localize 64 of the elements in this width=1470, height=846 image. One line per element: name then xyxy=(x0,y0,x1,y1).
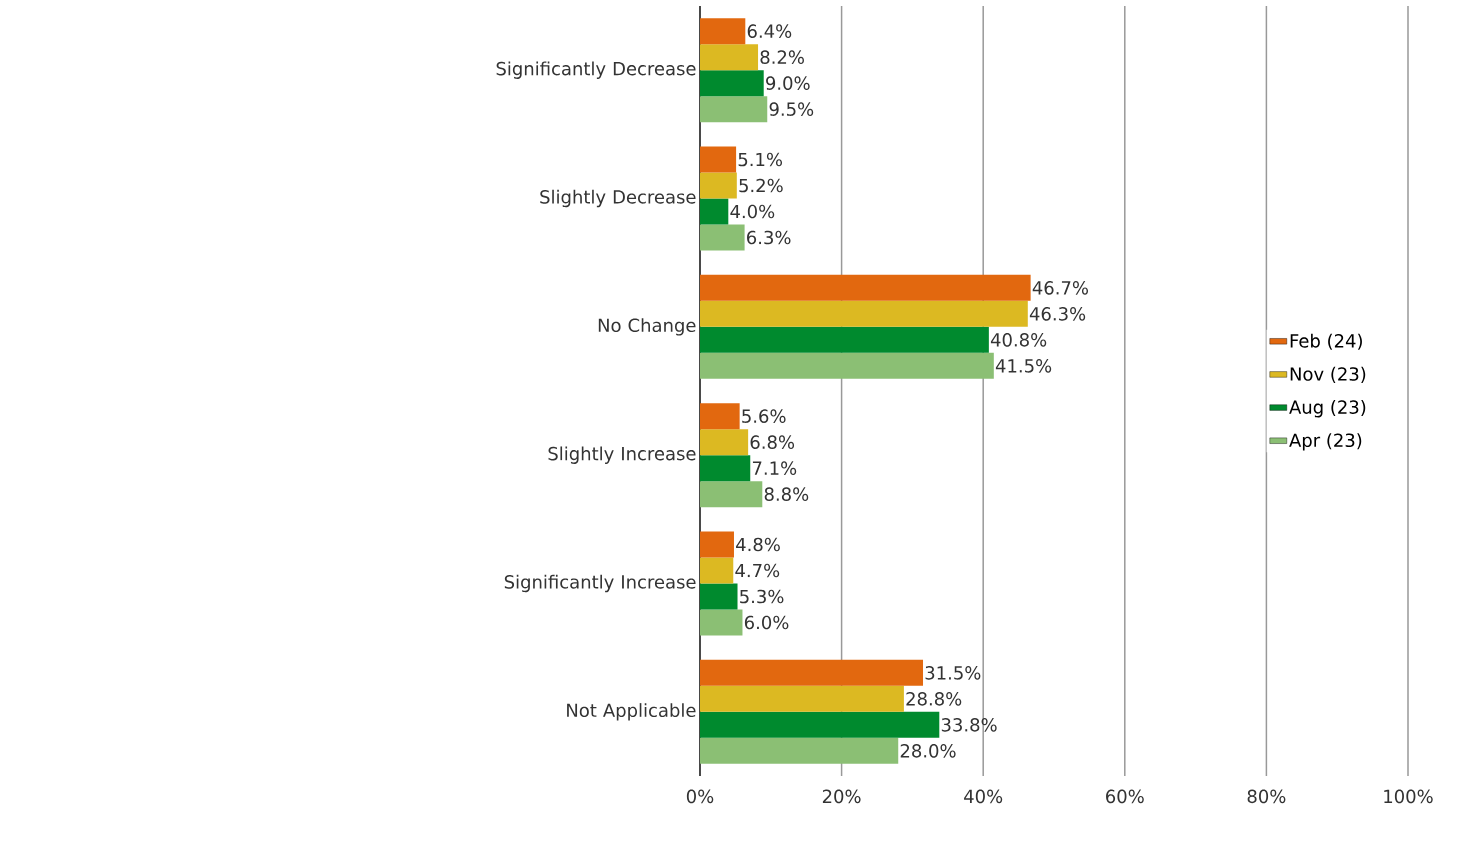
bar xyxy=(699,274,1031,301)
bar xyxy=(699,326,989,353)
data-label: 6.0% xyxy=(744,615,789,630)
bar xyxy=(699,531,734,558)
bar xyxy=(699,224,745,251)
y-tick-label: No Change xyxy=(598,318,696,336)
y-tick-label: Not Applicable xyxy=(567,703,696,721)
bar xyxy=(699,659,924,686)
data-label: 5.2% xyxy=(739,178,783,193)
data-label: 5.3% xyxy=(740,589,784,604)
data-label: 46.3% xyxy=(1029,307,1086,321)
bar xyxy=(699,455,751,482)
data-label: 5.1% xyxy=(738,152,783,167)
data-label: 4.8% xyxy=(736,537,780,552)
y-tick-label: Significantly Increase xyxy=(504,574,696,593)
y-tick-label: Slightly Decrease xyxy=(540,189,696,208)
data-label: 28.0% xyxy=(900,744,956,758)
bar xyxy=(699,685,904,712)
bar xyxy=(699,172,737,199)
data-label: 6.8% xyxy=(750,435,795,449)
bar xyxy=(699,403,740,430)
bar xyxy=(699,146,737,173)
data-label: 46.7% xyxy=(1032,281,1089,295)
bar xyxy=(699,737,899,764)
legend-label: Nov (23) xyxy=(1290,366,1366,383)
bar xyxy=(699,481,763,508)
data-label: 4.7% xyxy=(735,563,780,578)
legend-label: Apr (23) xyxy=(1289,433,1362,451)
bar xyxy=(699,609,743,636)
data-label: 7.1% xyxy=(752,461,797,475)
data-label: 33.8% xyxy=(941,718,997,732)
x-tick-label: 20% xyxy=(822,789,861,804)
data-label: 9.0% xyxy=(766,76,810,90)
bar xyxy=(699,96,768,123)
data-label: 40.8% xyxy=(990,333,1047,347)
bar xyxy=(699,583,738,610)
data-label: 5.6% xyxy=(742,409,786,423)
bar xyxy=(699,44,759,71)
bar xyxy=(699,70,764,97)
x-tick-label: 0% xyxy=(686,789,714,804)
bar xyxy=(699,18,746,45)
y-tick-label: Significantly Decrease xyxy=(496,61,696,79)
bar xyxy=(699,429,749,456)
data-label: 6.4% xyxy=(747,24,792,38)
bar xyxy=(699,711,940,738)
bar xyxy=(699,300,1028,327)
x-tick-label: 40% xyxy=(964,789,1003,804)
data-label: 6.3% xyxy=(747,230,791,245)
data-label: 28.8% xyxy=(906,692,962,706)
bar xyxy=(699,557,734,584)
data-label: 31.5% xyxy=(925,666,981,680)
data-label: 8.2% xyxy=(760,50,804,64)
data-label: 8.8% xyxy=(764,487,809,501)
legend-label: Aug (23) xyxy=(1289,400,1366,418)
data-label: 4.0% xyxy=(730,204,775,219)
x-tick-label: 60% xyxy=(1106,789,1144,804)
x-tick-label: 80% xyxy=(1247,789,1286,804)
data-label: 9.5% xyxy=(769,102,814,116)
bar xyxy=(699,352,994,379)
legend-label: Feb (24) xyxy=(1290,333,1362,350)
x-tick-label: 100% xyxy=(1384,789,1433,804)
bar xyxy=(699,198,729,225)
y-tick-label: Slightly Increase xyxy=(548,446,696,464)
data-label: 41.5% xyxy=(995,359,1052,373)
